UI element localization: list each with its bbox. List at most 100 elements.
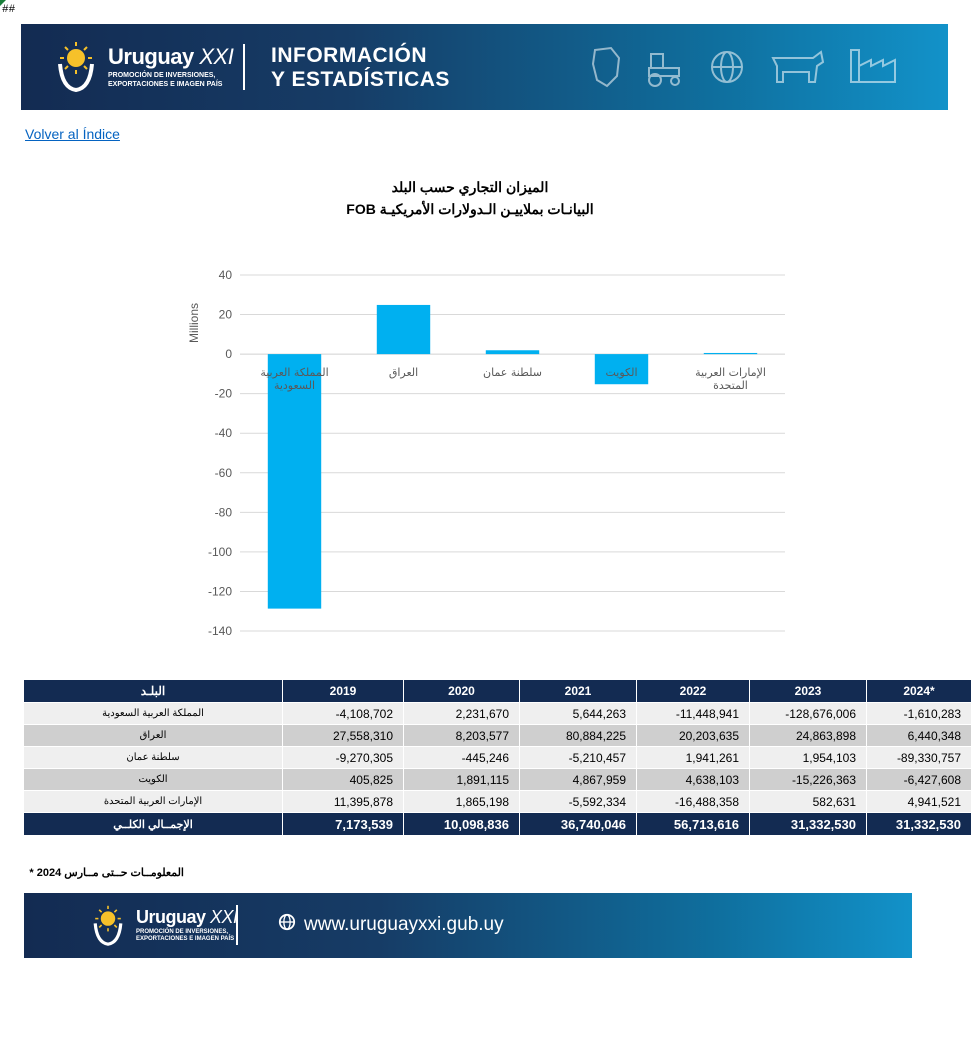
value-cell: -5,210,457 xyxy=(519,746,637,769)
country-cell: العراق xyxy=(23,724,283,747)
x-category-label: المملكة العربية xyxy=(260,366,328,379)
bar xyxy=(594,354,649,385)
x-category-label: السعودية xyxy=(274,379,315,392)
footnote: المعلومــات حــتى مــارس 2024 * xyxy=(29,867,184,879)
value-cell: 24,863,898 xyxy=(749,724,867,747)
globe-icon xyxy=(707,46,747,93)
value-cell: -15,226,363 xyxy=(749,768,867,791)
cow-icon xyxy=(769,46,825,93)
table-row: الكويت 405,825 1,891,115 4,867,959 4,638… xyxy=(23,768,972,791)
footer-brand: Uruguay XXI PROMOCIÓN DE INVERSIONES, EX… xyxy=(90,901,238,949)
bar xyxy=(703,352,758,355)
total-label: الإجمــالي الكلــي xyxy=(23,812,283,836)
y-tick-label: -40 xyxy=(215,426,233,440)
value-cell: -11,448,941 xyxy=(636,702,750,725)
brand-name: Uruguay XXI xyxy=(108,43,234,69)
value-cell: 2,231,670 xyxy=(403,702,520,725)
value-cell: -89,330,757 xyxy=(866,746,972,769)
uruguay-xxi-logo-icon xyxy=(90,901,126,949)
value-cell: -5,592,334 xyxy=(519,790,637,813)
country-cell: المملكة العربية السعودية xyxy=(23,702,283,725)
chart-title: الميزان التجاري حسب البلد البيانـات بملا… xyxy=(260,176,680,220)
value-cell: 1,865,198 xyxy=(403,790,520,813)
value-cell: -6,427,608 xyxy=(866,768,972,791)
value-cell: -1,610,283 xyxy=(866,702,972,725)
header-2023: 2023 xyxy=(749,679,867,703)
value-cell: -4,108,702 xyxy=(282,702,404,725)
value-cell: 27,558,310 xyxy=(282,724,404,747)
bar xyxy=(485,350,540,355)
country-cell: سلطنة عمان xyxy=(23,746,283,769)
globe-icon xyxy=(278,913,296,937)
cell-indicator xyxy=(0,0,6,6)
value-cell: -128,676,006 xyxy=(749,702,867,725)
total-cell: 56,713,616 xyxy=(636,812,750,836)
x-category-label: سلطنة عمان xyxy=(483,366,542,379)
value-cell: 8,203,577 xyxy=(403,724,520,747)
x-category-label: المتحدة xyxy=(713,379,748,392)
table-row: المملكة العربية السعودية -4,108,702 2,23… xyxy=(23,702,972,725)
table-total-row: الإجمــالي الكلــي 7,173,539 10,098,836 … xyxy=(23,812,972,836)
header-icons xyxy=(589,46,899,93)
y-tick-label: 20 xyxy=(219,308,233,322)
factory-icon xyxy=(847,46,899,93)
brand-subtitle: PROMOCIÓN DE INVERSIONES, EXPORTACIONES … xyxy=(136,929,235,942)
total-cell: 31,332,530 xyxy=(866,812,972,836)
value-cell: -16,488,358 xyxy=(636,790,750,813)
back-to-index-link[interactable]: Volver al Índice xyxy=(25,126,120,142)
header-2019: 2019 xyxy=(282,679,404,703)
header-title: INFORMACIÓN Y ESTADÍSTICAS xyxy=(271,44,450,91)
value-cell: 6,440,348 xyxy=(866,724,972,747)
table-header-row: البلـد 2019 2020 2021 2022 2023 2024* xyxy=(23,679,972,703)
table-row: الإمارات العربية المتحدة 11,395,878 1,86… xyxy=(23,790,972,813)
value-cell: 11,395,878 xyxy=(282,790,404,813)
y-tick-label: -100 xyxy=(208,545,232,559)
value-cell: 4,638,103 xyxy=(636,768,750,791)
total-cell: 7,173,539 xyxy=(282,812,404,836)
tractor-icon xyxy=(645,46,685,93)
y-tick-label: -140 xyxy=(208,624,232,638)
brand: Uruguay XXI PROMOCIÓN DE INVERSIONES, EX… xyxy=(54,36,234,96)
header-2021: 2021 xyxy=(519,679,637,703)
y-tick-label: -120 xyxy=(208,584,232,598)
header-2024: 2024* xyxy=(866,679,972,703)
value-cell: 4,867,959 xyxy=(519,768,637,791)
value-cell: 582,631 xyxy=(749,790,867,813)
table-row: العراق 27,558,310 8,203,577 80,884,225 2… xyxy=(23,724,972,747)
y-tick-label: 0 xyxy=(225,347,232,361)
y-tick-label: -60 xyxy=(215,466,233,480)
footer-divider xyxy=(236,905,238,945)
country-cell: الإمارات العربية المتحدة xyxy=(23,790,283,813)
header-country: البلـد xyxy=(23,679,283,703)
trade-balance-table: البلـد 2019 2020 2021 2022 2023 2024* ال… xyxy=(23,679,972,836)
table-row: سلطنة عمان -9,270,305 -445,246 -5,210,45… xyxy=(23,746,972,769)
value-cell: 405,825 xyxy=(282,768,404,791)
bar xyxy=(376,304,431,355)
footer-url[interactable]: www.uruguayxxi.gub.uy xyxy=(278,913,504,937)
y-tick-label: 40 xyxy=(219,268,233,282)
value-cell: 1,891,115 xyxy=(403,768,520,791)
uruguay-xxi-logo-icon xyxy=(54,36,98,96)
value-cell: 1,941,261 xyxy=(636,746,750,769)
brand-name: Uruguay XXI xyxy=(136,907,238,927)
total-cell: 36,740,046 xyxy=(519,812,637,836)
x-category-label: الإمارات العربية xyxy=(695,366,766,379)
chart-title-line2: البيانـات بملاييـن الـدولارات الأمريكيـة… xyxy=(346,201,594,217)
footer-banner: Uruguay XXI PROMOCIÓN DE INVERSIONES, EX… xyxy=(24,893,912,958)
total-cell: 10,098,836 xyxy=(403,812,520,836)
brand-subtitle: PROMOCIÓN DE INVERSIONES, EXPORTACIONES … xyxy=(108,71,223,88)
footer-url-text: www.uruguayxxi.gub.uy xyxy=(304,914,504,935)
value-cell: 80,884,225 xyxy=(519,724,637,747)
value-cell: 1,954,103 xyxy=(749,746,867,769)
uruguay-map-icon xyxy=(589,46,623,93)
header-2020: 2020 xyxy=(403,679,520,703)
corner-mark: ## xyxy=(2,4,16,16)
bar-chart: 40 20 0 -20 -40 -60 -80 -100 -120 -140 Millions الم… xyxy=(187,268,785,638)
value-cell: 20,203,635 xyxy=(636,724,750,747)
value-cell: -9,270,305 xyxy=(282,746,404,769)
x-category-label: الكويت xyxy=(605,366,637,379)
y-tick-label: -20 xyxy=(215,387,233,401)
header-2022: 2022 xyxy=(636,679,750,703)
x-category-label: العراق xyxy=(389,366,418,379)
value-cell: 4,941,521 xyxy=(866,790,972,813)
